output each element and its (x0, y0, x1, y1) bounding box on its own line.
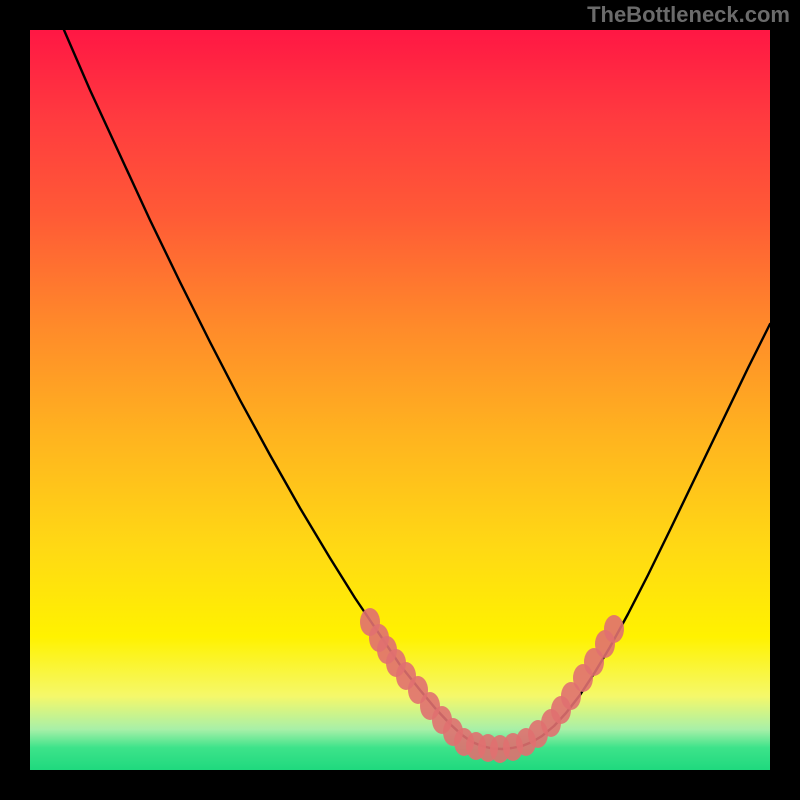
plot-area (30, 30, 770, 770)
scatter-markers (30, 30, 770, 770)
watermark-text: TheBottleneck.com (587, 2, 790, 28)
chart-frame: TheBottleneck.com (0, 0, 800, 800)
